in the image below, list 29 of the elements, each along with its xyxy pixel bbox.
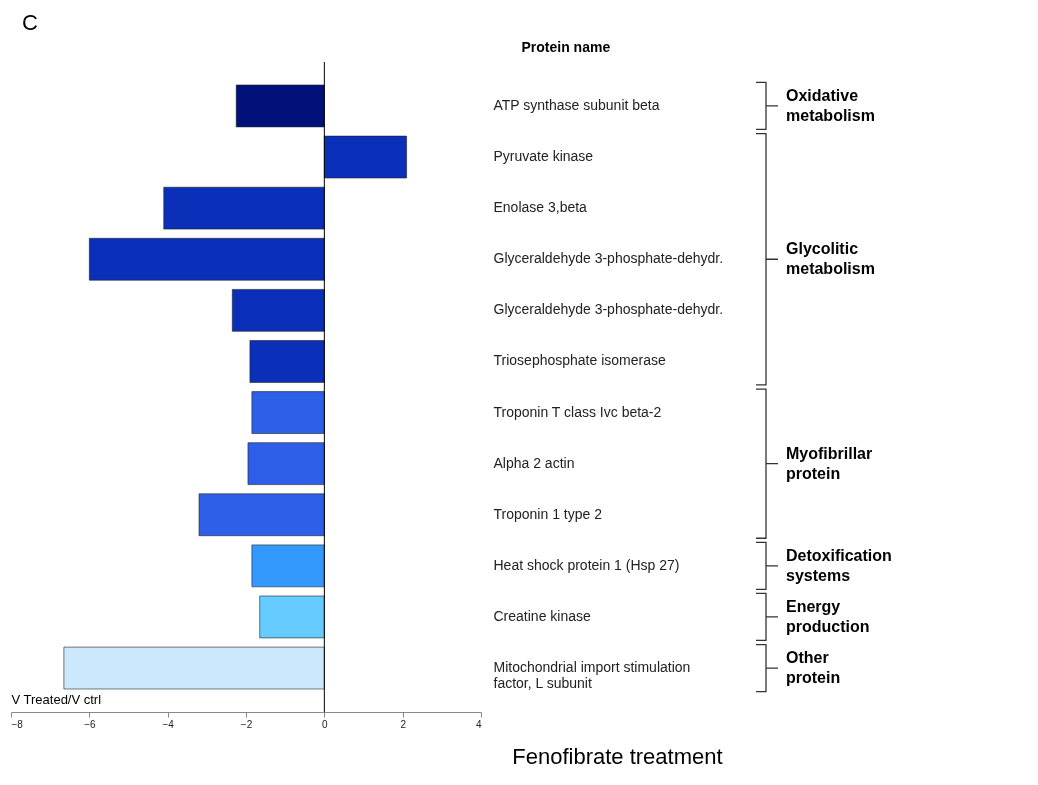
y-tick-label: Glyceraldehyde 3-phosphate-dehydr. xyxy=(493,301,724,318)
x-tick-label: 0 xyxy=(322,718,329,730)
y-tick-label: Enolase 3,beta xyxy=(493,199,588,216)
y-tick-label: Alpha 2 actin xyxy=(493,454,575,471)
y-tick-label: Troponin 1 type 2 xyxy=(493,505,603,522)
y-tick-label: Creatine kinase xyxy=(493,607,591,624)
y-tick-label: Mitochondrial import stimulation factor, L subunit xyxy=(493,659,691,692)
text: Fenofibrate treatment xyxy=(512,744,723,769)
text: Myofibrillar protein xyxy=(786,444,873,482)
x-tick-label: −4 xyxy=(162,718,175,730)
text: Energy production xyxy=(786,597,870,635)
y-tick-label: Troponin T class Ivc beta-2 xyxy=(493,403,662,420)
y-tick-label: ATP synthase subunit beta xyxy=(493,96,660,113)
x-tick-label: 4 xyxy=(475,718,482,730)
text: C xyxy=(22,10,38,35)
text: Detoxification systems xyxy=(786,546,892,584)
x-tick-label: 2 xyxy=(400,718,407,730)
text: Other protein xyxy=(786,649,841,687)
y-tick-label: Triosephosphate isomerase xyxy=(493,352,666,369)
y-axis-title: Protein name xyxy=(521,38,611,55)
text: Oxidative metabolism xyxy=(786,86,875,124)
x-tick-label: −6 xyxy=(84,718,96,730)
x-tick-label: −2 xyxy=(240,718,253,730)
y-tick-label: Glyceraldehyde 3-phosphate-dehydr. xyxy=(493,250,724,267)
y-tick-label: Heat shock protein 1 (Hsp 27) xyxy=(493,556,680,573)
y-tick-label: Pyruvate kinase xyxy=(493,148,594,165)
x-axis-title: V Treated/V ctrl xyxy=(11,691,102,707)
text: Glycolitic metabolism xyxy=(786,240,875,278)
x-tick-label: −8 xyxy=(11,718,24,730)
